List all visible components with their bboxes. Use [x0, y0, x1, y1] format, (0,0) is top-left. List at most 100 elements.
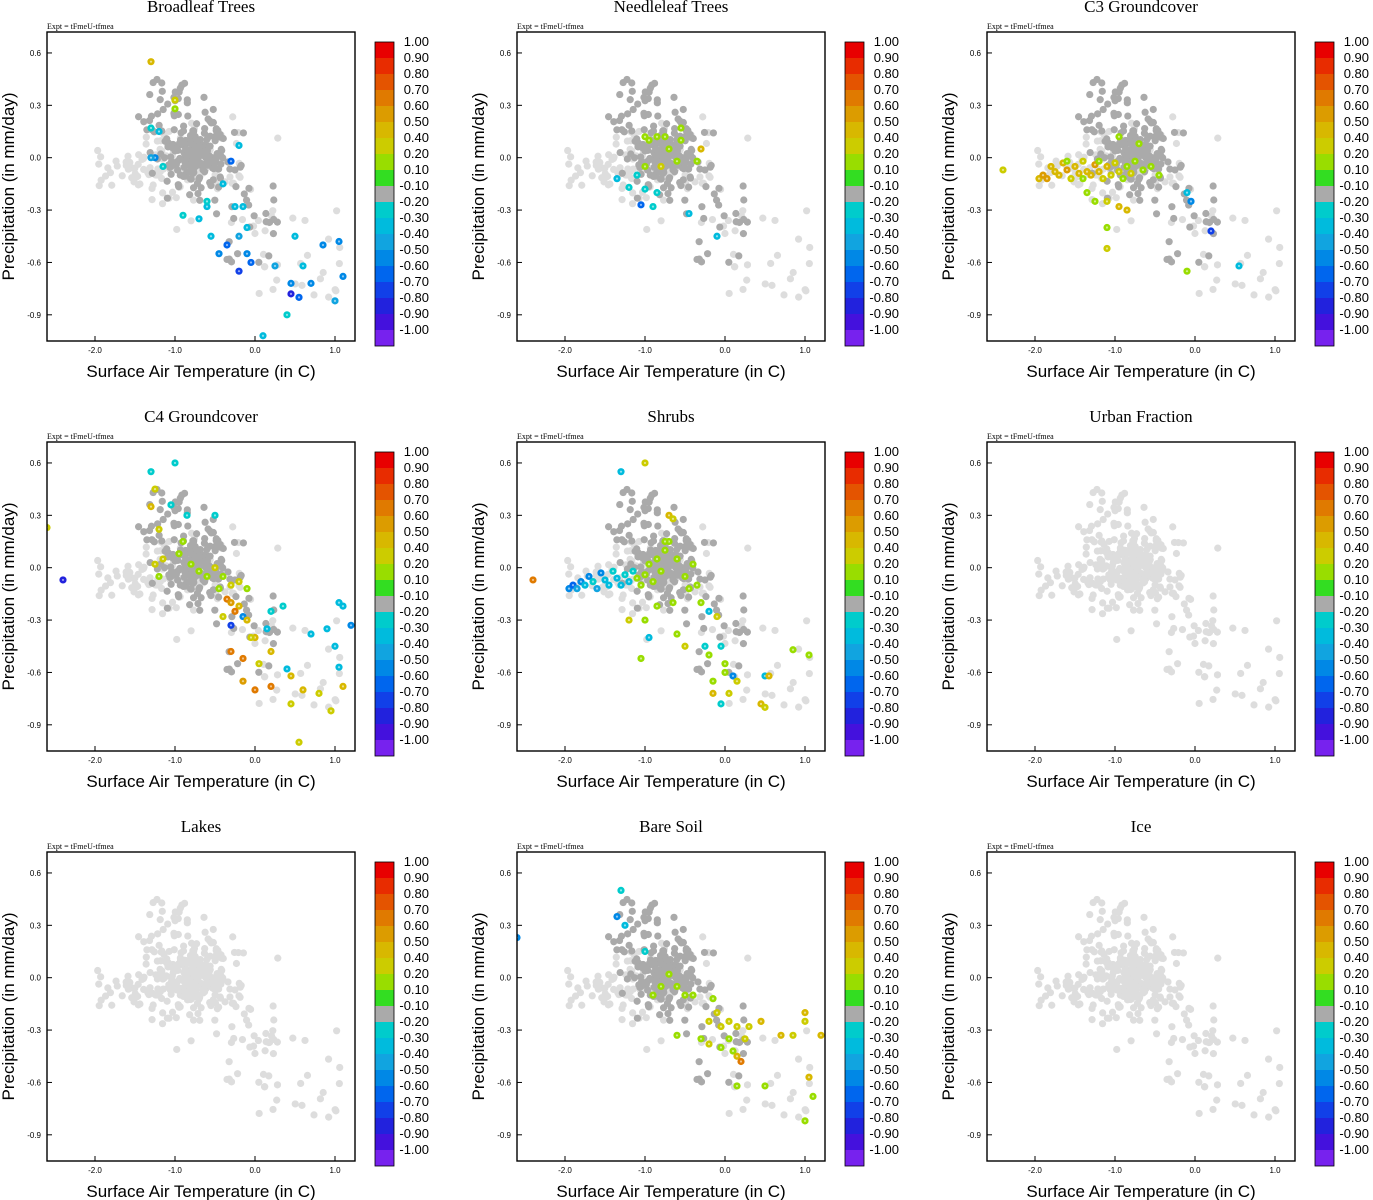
colorbar-label: -0.50 — [869, 242, 899, 257]
background-point — [794, 1055, 803, 1063]
background-point — [1201, 227, 1209, 235]
cloud-point — [170, 930, 178, 938]
background-point — [1194, 626, 1202, 635]
x-tick-label: 0.0 — [1189, 1166, 1201, 1175]
cloud-point — [1146, 952, 1154, 960]
cloud-point — [610, 938, 618, 946]
cloud-point — [1167, 668, 1176, 676]
colorbar-label: 1.00 — [874, 854, 899, 869]
background-point — [168, 598, 177, 606]
cloud-point — [679, 925, 687, 934]
background-point — [273, 671, 282, 679]
cloud-point — [1168, 613, 1176, 621]
colorbar-label: -0.50 — [399, 1062, 429, 1077]
cloud-point — [739, 1050, 748, 1058]
background-point — [298, 691, 306, 699]
colorbar-label: 0.40 — [1344, 950, 1369, 965]
cloud-point — [1126, 1011, 1134, 1019]
colorbar-label: 0.70 — [1344, 902, 1369, 917]
y-axis-label: Precipitation (in mm/day) — [939, 912, 958, 1100]
cloud-point — [681, 547, 689, 555]
colorbar-segment — [845, 564, 864, 580]
background-point — [1265, 703, 1273, 711]
data-point-highlight — [651, 994, 655, 997]
cloud-point — [1086, 910, 1094, 919]
cloud-point — [1172, 183, 1180, 191]
background-point — [1064, 562, 1072, 570]
cloud-point — [703, 660, 712, 668]
data-point-highlight — [811, 1095, 815, 1098]
cloud-point — [659, 146, 668, 154]
cloud-point — [648, 901, 656, 909]
cloud-point — [1209, 182, 1217, 190]
background-point — [789, 268, 797, 277]
background-point — [189, 1016, 198, 1024]
background-point — [148, 184, 156, 193]
cloud-point — [715, 201, 723, 209]
background-point — [1041, 582, 1050, 590]
cloud-point — [707, 571, 715, 580]
cloud-point — [163, 177, 171, 185]
colorbar-label: -0.40 — [1339, 636, 1369, 651]
colorbar-segment — [1315, 138, 1334, 154]
cloud-point — [240, 1010, 248, 1018]
colorbar-label: -1.00 — [399, 732, 429, 747]
x-axis-label: Surface Air Temperature (in C) — [86, 1182, 315, 1200]
background-point — [274, 134, 282, 142]
colorbar-label: -0.80 — [1339, 700, 1369, 715]
colorbar-segment — [1315, 958, 1334, 974]
background-point — [251, 639, 259, 648]
data-point-highlight — [1137, 142, 1141, 145]
data-point-highlight — [213, 514, 217, 517]
background-point — [708, 215, 717, 224]
cloud-point — [680, 985, 688, 993]
cloud-point — [1094, 520, 1102, 528]
cloud-point — [167, 170, 175, 178]
colorbar-label: 0.40 — [1344, 130, 1369, 145]
colorbar-label: -0.30 — [869, 1030, 899, 1045]
colorbar-segment — [1315, 724, 1334, 740]
colorbar-segment — [375, 58, 394, 74]
cloud-point — [183, 152, 191, 160]
cloud-point — [149, 898, 157, 907]
cloud-point — [1086, 558, 1094, 567]
background-point — [1276, 1063, 1284, 1072]
colorbar-segment — [845, 1118, 864, 1134]
cloud-point — [628, 947, 636, 955]
background-point — [1201, 1047, 1209, 1055]
colorbar-segment — [375, 298, 394, 314]
cloud-point — [159, 925, 167, 934]
colorbar-label: 0.90 — [1344, 460, 1369, 475]
data-point-highlight — [759, 1020, 763, 1023]
cloud-point — [666, 196, 674, 204]
x-tick-label: -2.0 — [88, 756, 102, 765]
background-point — [1108, 1008, 1117, 1016]
colorbar-label: -0.60 — [399, 1078, 429, 1093]
data-point-highlight — [671, 601, 675, 604]
cloud-point — [626, 96, 634, 104]
cloud-point — [1151, 957, 1159, 965]
cloud-point — [629, 925, 637, 934]
cloud-point — [262, 218, 270, 226]
background-point — [95, 1002, 103, 1010]
background-point — [172, 604, 180, 612]
colorbar-segment — [1315, 266, 1334, 282]
background-point — [159, 1009, 167, 1017]
cloud-point — [1154, 126, 1162, 135]
colorbar: 1.000.900.800.700.600.500.400.200.10-0.1… — [1314, 444, 1369, 757]
cloud-point — [700, 538, 709, 547]
cloud-point — [1074, 933, 1083, 941]
colorbar-segment — [845, 676, 864, 692]
cloud-point — [656, 175, 665, 183]
cloud-point — [143, 946, 151, 954]
cloud-point — [140, 528, 148, 536]
cloud-point — [140, 938, 148, 946]
colorbar-label: -0.70 — [1339, 684, 1369, 699]
panel-title: Broadleaf Trees — [147, 0, 255, 16]
cloud-point — [1123, 919, 1131, 927]
colorbar-segment — [845, 628, 864, 644]
y-tick-label: -0.3 — [497, 206, 511, 215]
data-point-highlight — [1069, 177, 1073, 180]
cloud-point — [659, 947, 667, 955]
